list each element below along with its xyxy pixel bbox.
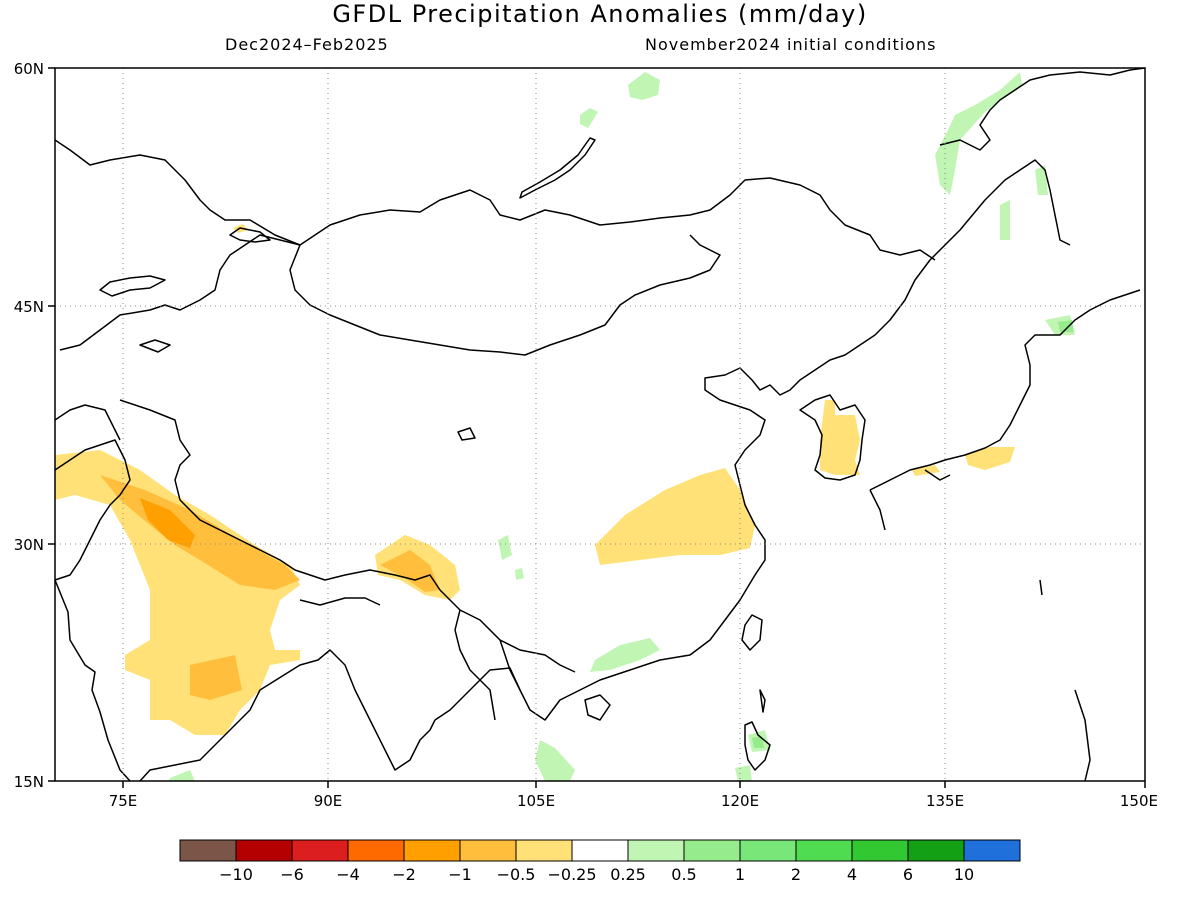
map-frame [54,67,1146,782]
forecast-period: Dec2024–Feb2025 [225,35,389,54]
lon-label-90e: 90E [314,792,343,810]
lon-label-75e: 75E [109,792,138,810]
border-himalaya [179,499,441,606]
colorbar-swatch [179,839,237,862]
lake-balkhash [229,227,271,243]
anomaly-wet-sakhalin [1000,200,1010,240]
colorbar-label: 1 [735,865,745,884]
anomaly-wet-philippines-south [735,765,752,781]
colorbar-label: 2 [791,865,801,884]
anomaly-himalaya-core [140,498,195,548]
anomaly-india-light [55,450,300,735]
colorbar-swatch [795,839,853,862]
anomaly-wet-hokkaido-core [1058,320,1074,332]
lat-label-30n: 30N [14,536,44,554]
lon-label-120e: 120E [721,792,759,810]
colorbar-swatch [403,839,461,862]
anomaly-shading [55,72,1075,781]
coastlines-and-borders [54,67,1146,782]
border-southeast-asia-inland [439,589,576,721]
border-china-west [59,234,301,501]
caspian-coast [99,275,171,353]
gridlines [55,68,1145,781]
anomaly-wet-vietnam [535,740,575,781]
colorbar-legend: −10 −6 −4 −2 −1 −0.5 −0.25 0.25 0.5 1 2 4 6 10 [179,839,1021,884]
coastline-taiwan [741,614,763,651]
colorbar-label: −4 [336,865,360,884]
lon-label-105e: 105E [517,792,555,810]
colorbar-label: 0.5 [671,865,696,884]
colorbar-swatch [907,839,965,862]
anomaly-wet-sakhalin-north [1035,165,1048,195]
lon-label-150e: 150E [1120,792,1158,810]
longitude-labels: 75E 90E 105E 120E 135E 150E [109,792,1158,810]
latitude-labels: 60N 45N 30N 15N [14,60,44,791]
coastline-india [54,579,436,782]
colorbar-label: 6 [903,865,913,884]
anomaly-wet-okhotsk [935,72,1022,195]
colorbar-swatch [347,839,405,862]
lat-label-45n: 45N [14,298,44,316]
lake-baikal [519,137,596,199]
lat-label-15n: 15N [14,773,44,791]
map-panel: 60N 45N 30N 15N 75E 90E 105E 120E 135E 1… [14,60,1158,810]
anomaly-india-south-mid [190,655,242,700]
anomaly-yunnan-mid [380,550,440,592]
colorbar-swatch [459,839,517,862]
colorbar-label: 4 [847,865,857,884]
colorbar-swatch [515,839,573,862]
anomaly-wet-philippines-core [752,736,764,748]
anomaly-korea [820,400,860,475]
border-northwest [54,139,301,246]
coastline-sea-of-japan-islands [1039,579,1091,782]
coastline-southeast-asia [434,259,931,721]
coastline-hainan [584,694,611,721]
colorbar-label: −0.5 [497,865,536,884]
colorbar-swatch [627,839,685,862]
anomaly-central-china [595,468,755,565]
anomaly-wet-siberia-1 [628,72,660,100]
anomaly-wet-bay-of-bengal [168,770,195,781]
coastline-russia-east [929,67,1146,261]
colorbar-swatch [851,839,909,862]
colorbar-label: −2 [392,865,416,884]
coastline-korea [799,394,866,481]
border-afghanistan [54,404,121,441]
colorbar-swatch [235,839,293,862]
colorbar-swatch [291,839,349,862]
colorbar-label: −6 [280,865,304,884]
colorbar-swatch [739,839,797,862]
lon-label-135e: 135E [926,792,964,810]
lake-qinghai [457,427,476,441]
border-pakistan-india [54,439,131,581]
anomaly-wet-sichuan [498,535,512,560]
tick-marks [48,67,1146,788]
anomaly-wet-siberia-2 [580,108,598,128]
colorbar-label: −10 [219,865,253,884]
anomaly-wet-south-china [590,638,660,672]
anomaly-japan [965,447,1015,470]
initial-conditions-label: November2024 initial conditions [645,35,936,54]
colorbar-swatch [683,839,741,862]
coastline-japan [869,289,1141,531]
anomaly-wet-sichuan-2 [515,568,524,580]
colorbar-label: −0.25 [547,865,596,884]
colorbar-swatch [571,839,629,862]
border-china-mongolia [289,177,936,356]
coastline-philippines [744,689,771,771]
colorbar-label: 10 [954,865,974,884]
colorbar-label: 0.25 [610,865,646,884]
colorbar-label: −1 [448,865,472,884]
colorbar-swatch [963,839,1021,862]
map-title: GFDL Precipitation Anomalies (mm/day) [332,0,867,28]
lat-label-60n: 60N [14,60,44,78]
